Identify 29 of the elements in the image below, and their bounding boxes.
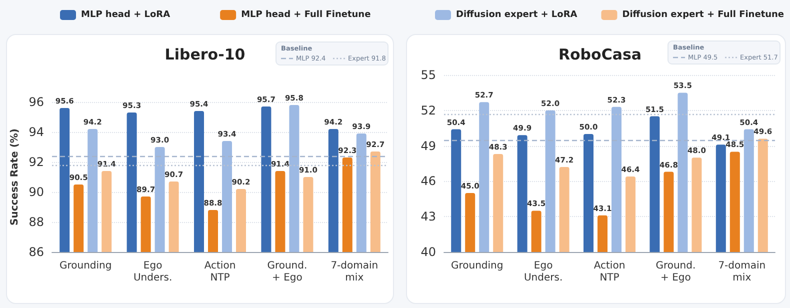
y-tick-label: 88 bbox=[28, 215, 44, 229]
legend-label: Diffusion expert + Full Finetune bbox=[622, 10, 784, 20]
x-tick-label: 7-domain mix bbox=[330, 260, 378, 284]
y-tick-label: 96 bbox=[28, 95, 44, 109]
y-axis-title: Success Rate (%) bbox=[10, 128, 20, 226]
x-tick-label: Grounding bbox=[450, 260, 504, 272]
x-tick-label: Action NTP bbox=[594, 260, 626, 284]
y-tick-label: 40 bbox=[420, 245, 436, 259]
y-tick-label: 90 bbox=[28, 185, 44, 199]
legend-label: MLP head + Full Finetune bbox=[241, 10, 371, 20]
x-tick-label: Ego Unders. bbox=[133, 260, 172, 284]
y-tick-label: 43 bbox=[420, 210, 436, 224]
y-tick-label: 55 bbox=[420, 68, 436, 82]
y-tick-label: 94 bbox=[28, 125, 44, 139]
y-tick-label: 52 bbox=[420, 103, 436, 118]
x-tick-label: Ground. + Ego bbox=[656, 260, 696, 284]
chart-title: Libero-10 bbox=[164, 46, 246, 64]
y-tick-label: 86 bbox=[28, 245, 44, 259]
x-tick-label: 7-domain mix bbox=[718, 260, 766, 284]
y-tick-label: 46 bbox=[420, 174, 436, 188]
legend-label: MLP head + LoRA bbox=[81, 10, 170, 20]
y-tick-label: 92 bbox=[28, 155, 44, 169]
x-tick-label: Action NTP bbox=[204, 260, 236, 284]
legend-label: Diffusion expert + LoRA bbox=[456, 10, 578, 20]
x-tick-label: Ground. + Ego bbox=[267, 260, 308, 284]
x-tick-label: Grounding bbox=[59, 260, 112, 272]
chart-title: RoboCasa bbox=[558, 46, 642, 64]
y-tick-label: 49 bbox=[420, 138, 436, 153]
x-tick-label: Ego Unders. bbox=[524, 260, 563, 284]
